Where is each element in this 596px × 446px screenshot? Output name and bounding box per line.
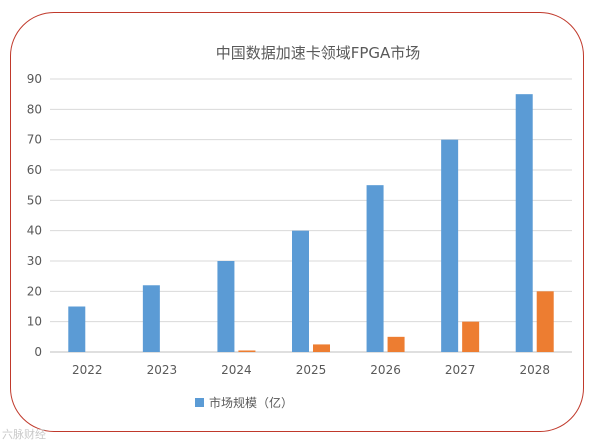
watermark: 六脉财经 bbox=[2, 428, 46, 441]
legend: 市场规模（亿） bbox=[195, 395, 293, 410]
x-tick-label: 2026 bbox=[370, 363, 401, 377]
y-tick-label: 70 bbox=[27, 133, 42, 147]
bar-series0-2028 bbox=[515, 94, 533, 353]
x-tick-label: 2027 bbox=[445, 363, 476, 377]
x-tick-label: 2025 bbox=[296, 363, 327, 377]
y-tick-label: 80 bbox=[27, 102, 42, 116]
y-tick-label: 40 bbox=[27, 224, 42, 238]
bar-series0-2026 bbox=[366, 185, 384, 352]
y-tick-label: 10 bbox=[27, 315, 42, 329]
x-tick-label: 2024 bbox=[221, 363, 252, 377]
bar-series0-2024 bbox=[217, 261, 235, 352]
x-tick-label: 2023 bbox=[147, 363, 178, 377]
bar-series0-2023 bbox=[142, 285, 160, 352]
y-tick-label: 90 bbox=[27, 72, 42, 86]
bar-series0-2027 bbox=[441, 139, 459, 352]
chart-title: 中国数据加速卡领域FPGA市场 bbox=[216, 44, 421, 62]
y-tick-label: 0 bbox=[34, 345, 42, 359]
bar-series0-2025 bbox=[292, 230, 309, 352]
bar-series1-2026 bbox=[387, 336, 405, 352]
x-tick-label: 2022 bbox=[72, 363, 103, 377]
bar-series1-2028 bbox=[536, 291, 554, 352]
bar-series1-2027 bbox=[462, 321, 480, 352]
y-tick-label: 60 bbox=[27, 163, 42, 177]
y-tick-label: 30 bbox=[27, 254, 42, 268]
legend-swatch bbox=[195, 398, 204, 407]
bar-series1-2025 bbox=[313, 344, 330, 352]
y-tick-label: 20 bbox=[27, 284, 42, 298]
x-axis-ticks: 2022 2023 2024 2025 2026 2027 2028 bbox=[72, 363, 550, 377]
x-tick-label: 2028 bbox=[519, 363, 550, 377]
chart-frame bbox=[10, 12, 584, 432]
y-axis-ticks: 0 10 20 30 40 50 60 70 80 90 bbox=[27, 72, 42, 359]
bars bbox=[68, 94, 554, 353]
y-tick-label: 50 bbox=[27, 193, 42, 207]
legend-label: 市场规模（亿） bbox=[209, 395, 293, 410]
bar-series0-2022 bbox=[68, 306, 86, 352]
gridlines bbox=[50, 78, 572, 353]
bar-series1-2024 bbox=[238, 350, 256, 352]
